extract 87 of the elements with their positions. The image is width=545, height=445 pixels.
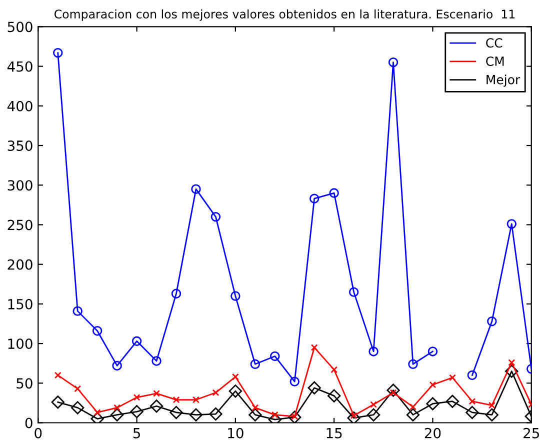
point <box>252 404 259 412</box>
point <box>368 346 378 356</box>
point <box>426 397 440 410</box>
point <box>329 188 339 198</box>
point <box>210 212 221 222</box>
point <box>153 390 160 397</box>
point <box>446 394 460 408</box>
y-tick-label: 500 <box>8 22 32 32</box>
x-tick-label: 10 <box>228 428 244 438</box>
point <box>505 364 518 378</box>
point <box>230 291 240 301</box>
x-tick-label: 15 <box>326 428 342 438</box>
point <box>72 306 82 316</box>
x-tick-label: 5 <box>133 428 140 438</box>
point <box>366 408 380 422</box>
point <box>327 389 341 402</box>
legend-label: Mejor <box>486 74 520 87</box>
x-tick-label: 25 <box>524 428 539 438</box>
y-tick-label: 450 <box>7 61 32 72</box>
point <box>189 408 203 422</box>
point <box>170 406 183 420</box>
point <box>228 384 242 398</box>
y-tick-label: 300 <box>8 180 32 191</box>
point <box>250 359 260 369</box>
point <box>310 344 318 351</box>
point <box>232 373 239 380</box>
point <box>71 401 84 414</box>
legend-label: CC <box>486 38 502 48</box>
point <box>110 408 124 422</box>
point <box>467 370 478 380</box>
point <box>192 396 200 404</box>
point <box>270 351 280 362</box>
point <box>212 389 220 396</box>
y-tick-label: 400 <box>7 100 32 112</box>
point <box>429 381 436 388</box>
point <box>428 346 438 356</box>
chart-title: Comparacion con los mejores valores obtenidos en la literatura. Escenario 11 <box>54 9 515 21</box>
point <box>90 412 104 423</box>
point <box>466 406 479 420</box>
point <box>130 405 144 418</box>
point <box>112 360 122 371</box>
x-tick-label: 0 <box>34 428 42 438</box>
point <box>288 410 302 423</box>
point <box>370 401 378 408</box>
y-tick-label: 150 <box>8 298 32 310</box>
y-tick-label: 100 <box>8 338 32 350</box>
point <box>347 411 360 423</box>
point <box>386 384 400 397</box>
point <box>150 400 164 413</box>
point <box>290 376 300 386</box>
legend-label: CM <box>486 56 504 66</box>
point <box>133 394 140 401</box>
point <box>309 194 320 204</box>
point <box>172 396 180 404</box>
point <box>508 359 516 366</box>
y-tick-label: 200 <box>8 259 32 270</box>
x-tick-label: 20 <box>424 428 441 438</box>
point <box>506 219 517 229</box>
point <box>114 404 121 412</box>
point <box>388 57 398 68</box>
point <box>488 402 496 409</box>
point <box>209 407 222 421</box>
point <box>171 288 182 298</box>
point <box>468 398 476 405</box>
point <box>92 326 102 336</box>
point <box>348 287 359 297</box>
point <box>152 356 162 366</box>
point <box>248 408 262 422</box>
y-tick-label: 0 <box>25 418 32 428</box>
point <box>132 336 142 346</box>
y-tick-label: 50 <box>16 378 32 389</box>
point <box>448 374 456 382</box>
point <box>406 408 420 422</box>
y-tick-label: 250 <box>8 220 32 230</box>
point <box>408 359 418 369</box>
point <box>54 372 62 379</box>
point <box>94 408 101 416</box>
point <box>485 408 499 422</box>
point <box>51 396 64 409</box>
point <box>53 48 63 58</box>
point <box>330 366 338 374</box>
point <box>308 381 321 394</box>
point <box>487 316 497 326</box>
point <box>74 385 82 392</box>
point <box>191 184 201 194</box>
point <box>410 403 416 410</box>
y-tick-label: 350 <box>8 140 32 151</box>
